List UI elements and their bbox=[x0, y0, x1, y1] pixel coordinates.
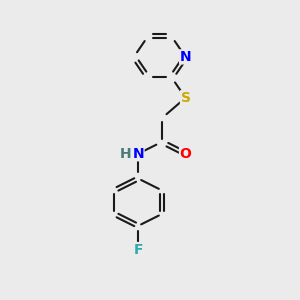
Text: N: N bbox=[132, 147, 144, 161]
Text: H: H bbox=[120, 147, 131, 161]
Text: O: O bbox=[180, 147, 191, 161]
Text: N: N bbox=[180, 50, 191, 64]
Text: S: S bbox=[181, 91, 190, 105]
Text: F: F bbox=[134, 243, 143, 256]
